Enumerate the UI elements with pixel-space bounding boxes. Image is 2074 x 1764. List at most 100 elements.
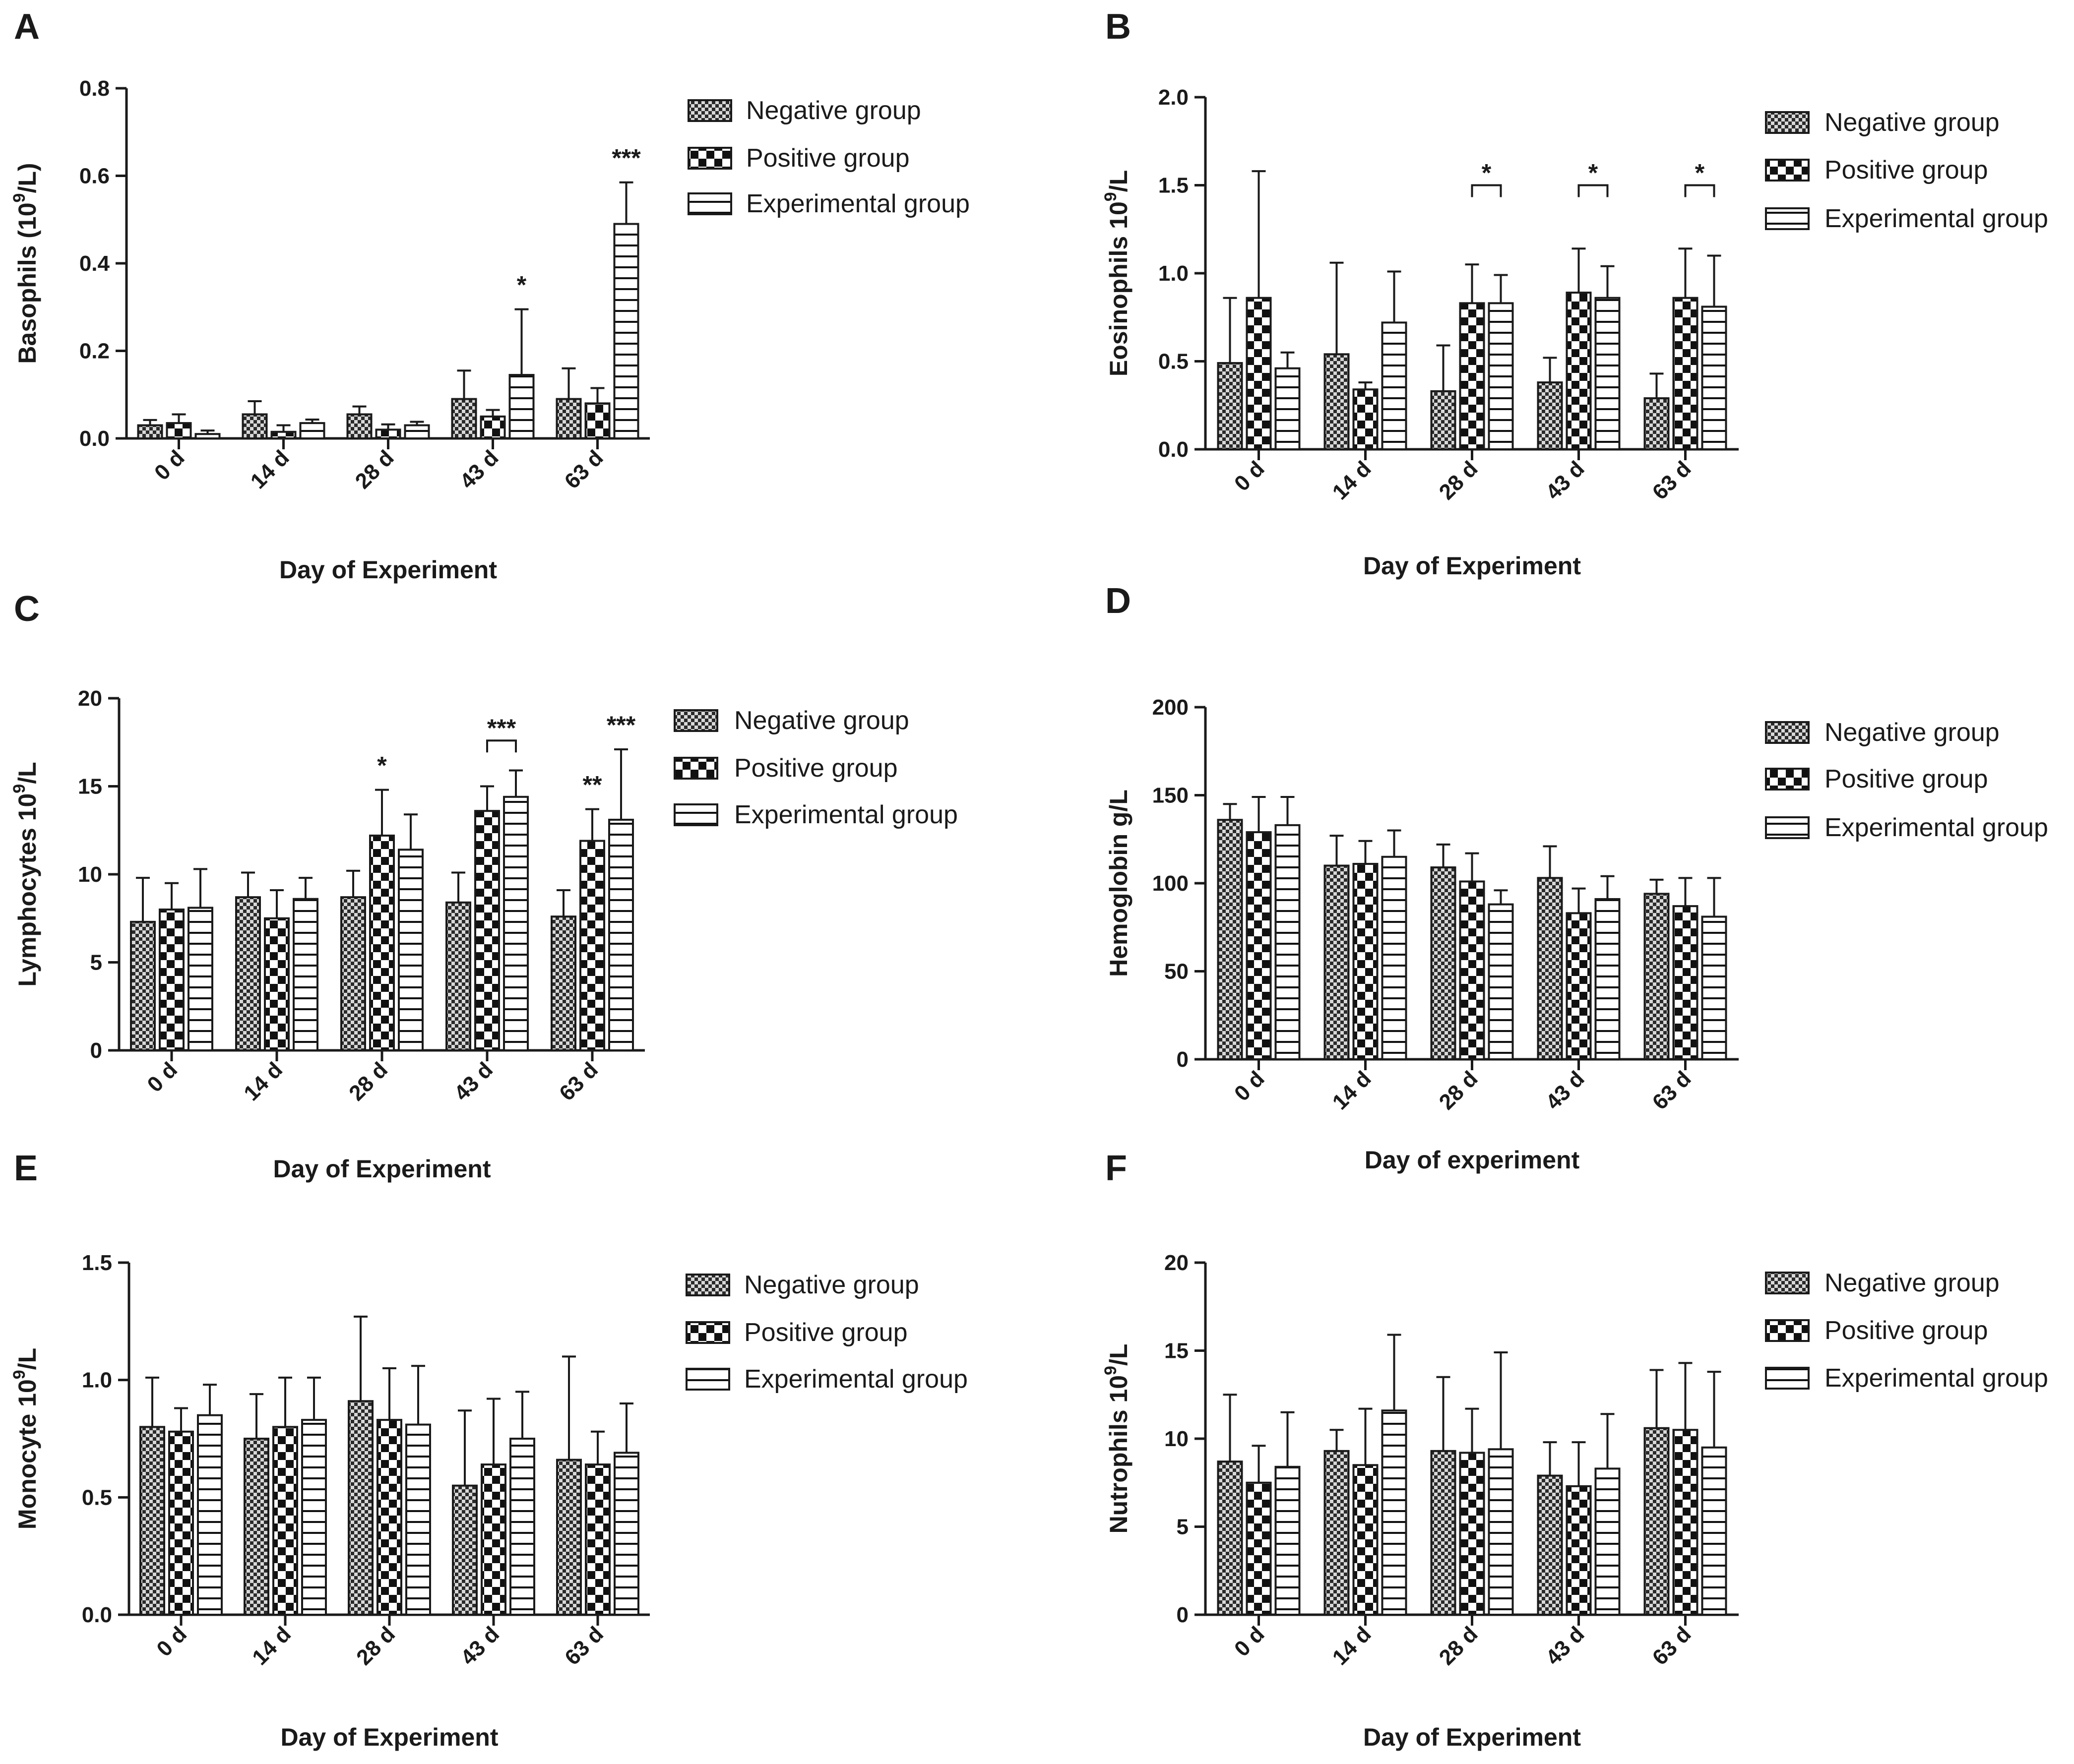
bar-experimental [1594, 1467, 1621, 1616]
bar-negative [244, 1438, 269, 1616]
bar-experimental [1274, 367, 1301, 451]
x-tick-label: 43 d [456, 1622, 504, 1670]
bar-positive [1246, 831, 1272, 1061]
y-tick-label: 10 [78, 862, 102, 887]
bar-positive [166, 422, 192, 439]
bar-experimental [1594, 297, 1621, 450]
significance-bracket [1684, 184, 1715, 197]
x-tick-label: 43 d [1541, 1622, 1589, 1670]
significance-label: ** [583, 771, 602, 799]
legend: Negative group Positive group Experiment… [1765, 718, 2048, 842]
bar-experimental [194, 433, 221, 439]
y-tick-label: 5 [90, 951, 102, 975]
bar-negative [1430, 1450, 1456, 1616]
legend: Negative group Positive group Experiment… [1765, 108, 2048, 233]
panel-letter: A [14, 7, 40, 47]
y-axis-title: Nutrophils 109/L [1101, 1344, 1132, 1534]
y-tick-label: 20 [1164, 1251, 1189, 1275]
legend-swatch-negative [686, 1274, 730, 1296]
annotations: ********* [377, 711, 635, 799]
bar-experimental [1274, 824, 1301, 1060]
bar-negative [1217, 362, 1243, 450]
x-tick-label: 63 d [560, 1622, 608, 1670]
bar-positive [377, 1419, 402, 1616]
x-tick-label: 43 d [449, 1057, 498, 1105]
x-axis-title: Day of Experiment [1363, 1723, 1581, 1751]
legend-swatch-positive [1765, 159, 1810, 182]
bar-negative [1323, 353, 1350, 450]
bar-experimental [404, 424, 430, 440]
legend-swatch-experimental [1765, 816, 1810, 839]
bars [139, 1315, 639, 1616]
panel-letter: B [1105, 7, 1131, 47]
bar-experimental [1701, 305, 1727, 450]
bar-experimental [503, 795, 529, 1052]
x-tick-label: 28 d [1435, 1066, 1483, 1114]
legend-label-positive: Positive group [1824, 765, 1988, 793]
bar-experimental [508, 374, 535, 439]
bar-positive [1459, 880, 1485, 1060]
significance-label: * [1588, 159, 1598, 187]
x-tick-label: 28 d [1435, 456, 1483, 504]
significance-label: *** [487, 714, 516, 742]
legend-swatch-negative [674, 709, 718, 732]
legend-label-experimental: Experimental group [1824, 1364, 2048, 1393]
legend-swatch-positive [688, 147, 732, 170]
bars [137, 181, 639, 440]
bar-positive [1246, 297, 1272, 450]
bar-experimental [1701, 915, 1727, 1060]
y-tick-label: 0.6 [79, 164, 110, 188]
bar-negative [1217, 819, 1243, 1060]
bar-experimental [1381, 1409, 1407, 1616]
bar-positive [1246, 1481, 1272, 1616]
y-tick-label: 0 [1177, 1603, 1189, 1627]
legend-label-positive: Positive group [1824, 1316, 1988, 1345]
legend-swatch-negative [688, 99, 732, 122]
y-axis-title: Monocyte 109/L [10, 1348, 41, 1529]
panel-letter: F [1105, 1149, 1127, 1188]
y-tick-label: 1.5 [1158, 174, 1189, 198]
bar-negative [1323, 864, 1350, 1060]
y-tick-label: 1.5 [82, 1251, 112, 1275]
bar-positive [1566, 292, 1592, 450]
x-tick-label: 14 d [246, 445, 294, 493]
bar-negative [130, 920, 156, 1051]
bar-positive [480, 415, 506, 439]
y-axis-title: Basophils (109/L) [10, 163, 41, 364]
bar-positive [585, 1463, 611, 1616]
legend-swatch-experimental [1765, 1367, 1810, 1390]
panel-d: D Hemoglobin g/L Day of experiment Negat… [1105, 581, 2048, 1174]
annotations: * * * [1471, 159, 1715, 197]
bar-experimental [398, 849, 424, 1052]
bar-negative [348, 1400, 374, 1616]
x-tick-label: 0 d [150, 445, 189, 485]
significance-label: * [377, 752, 387, 780]
bars [1217, 1334, 1727, 1616]
bars [1217, 796, 1727, 1061]
legend-label-positive: Positive group [744, 1318, 908, 1347]
bar-positive [168, 1430, 194, 1616]
legend-label-experimental: Experimental group [744, 1365, 968, 1394]
significance-label: * [1695, 159, 1705, 187]
y-tick-label: 150 [1152, 784, 1189, 808]
panel-letter: E [14, 1149, 38, 1188]
bar-positive [1352, 1464, 1379, 1616]
legend-label-positive: Positive group [1824, 156, 1988, 184]
bar-positive [481, 1463, 506, 1616]
y-tick-label: 0.0 [82, 1603, 112, 1627]
bar-negative [340, 896, 366, 1052]
legend: Negative group Positive group Experiment… [674, 706, 958, 829]
bar-positive [474, 810, 500, 1051]
y-tick-label: 15 [78, 775, 102, 799]
bar-positive [375, 428, 401, 439]
y-tick-label: 0.2 [79, 339, 110, 364]
bar-positive [1672, 297, 1698, 450]
y-tick-label: 0.5 [1158, 350, 1189, 374]
x-tick-label: 43 d [455, 445, 503, 493]
bar-negative [1430, 866, 1456, 1061]
bar-negative [551, 915, 576, 1051]
x-tick-label: 14 d [239, 1057, 287, 1105]
bar-experimental [1594, 898, 1621, 1060]
bar-positive [1352, 388, 1379, 450]
